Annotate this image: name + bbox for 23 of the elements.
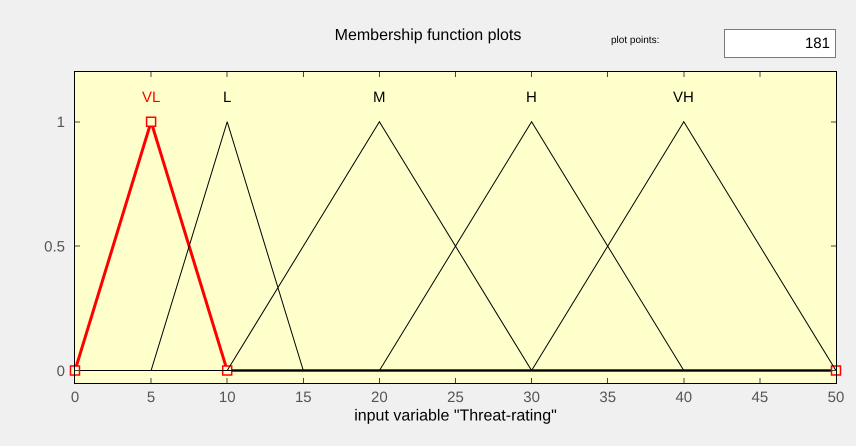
x-tick-label: 50: [828, 389, 844, 406]
series-label: VH: [673, 89, 694, 106]
text: plot points:: [611, 35, 660, 46]
x-tick-label: 5: [146, 389, 156, 406]
x-tick-label: 10: [218, 389, 236, 406]
x-tick-label: 20: [371, 389, 388, 406]
x-axis-title: input variable "Threat-rating": [354, 408, 557, 425]
text: 181: [804, 35, 830, 52]
y-tick-label: 1: [56, 114, 65, 132]
x-tick-label: 40: [675, 389, 692, 406]
x-tick-label: 15: [294, 389, 312, 406]
series-label: L: [223, 89, 232, 106]
x-tick-label: 0: [70, 389, 80, 406]
y-tick-label: 0.5: [44, 238, 65, 256]
x-tick-label: 35: [599, 389, 616, 406]
series-label: VL: [142, 89, 160, 106]
x-tick-label: 25: [447, 389, 464, 406]
series-label: H: [526, 89, 537, 106]
y-tick-label: 0: [56, 362, 65, 380]
x-tick-label: 45: [752, 389, 768, 406]
chart-title: Membership function plots: [334, 27, 522, 44]
series-label: M: [373, 89, 386, 106]
x-tick-label: 30: [523, 389, 540, 406]
